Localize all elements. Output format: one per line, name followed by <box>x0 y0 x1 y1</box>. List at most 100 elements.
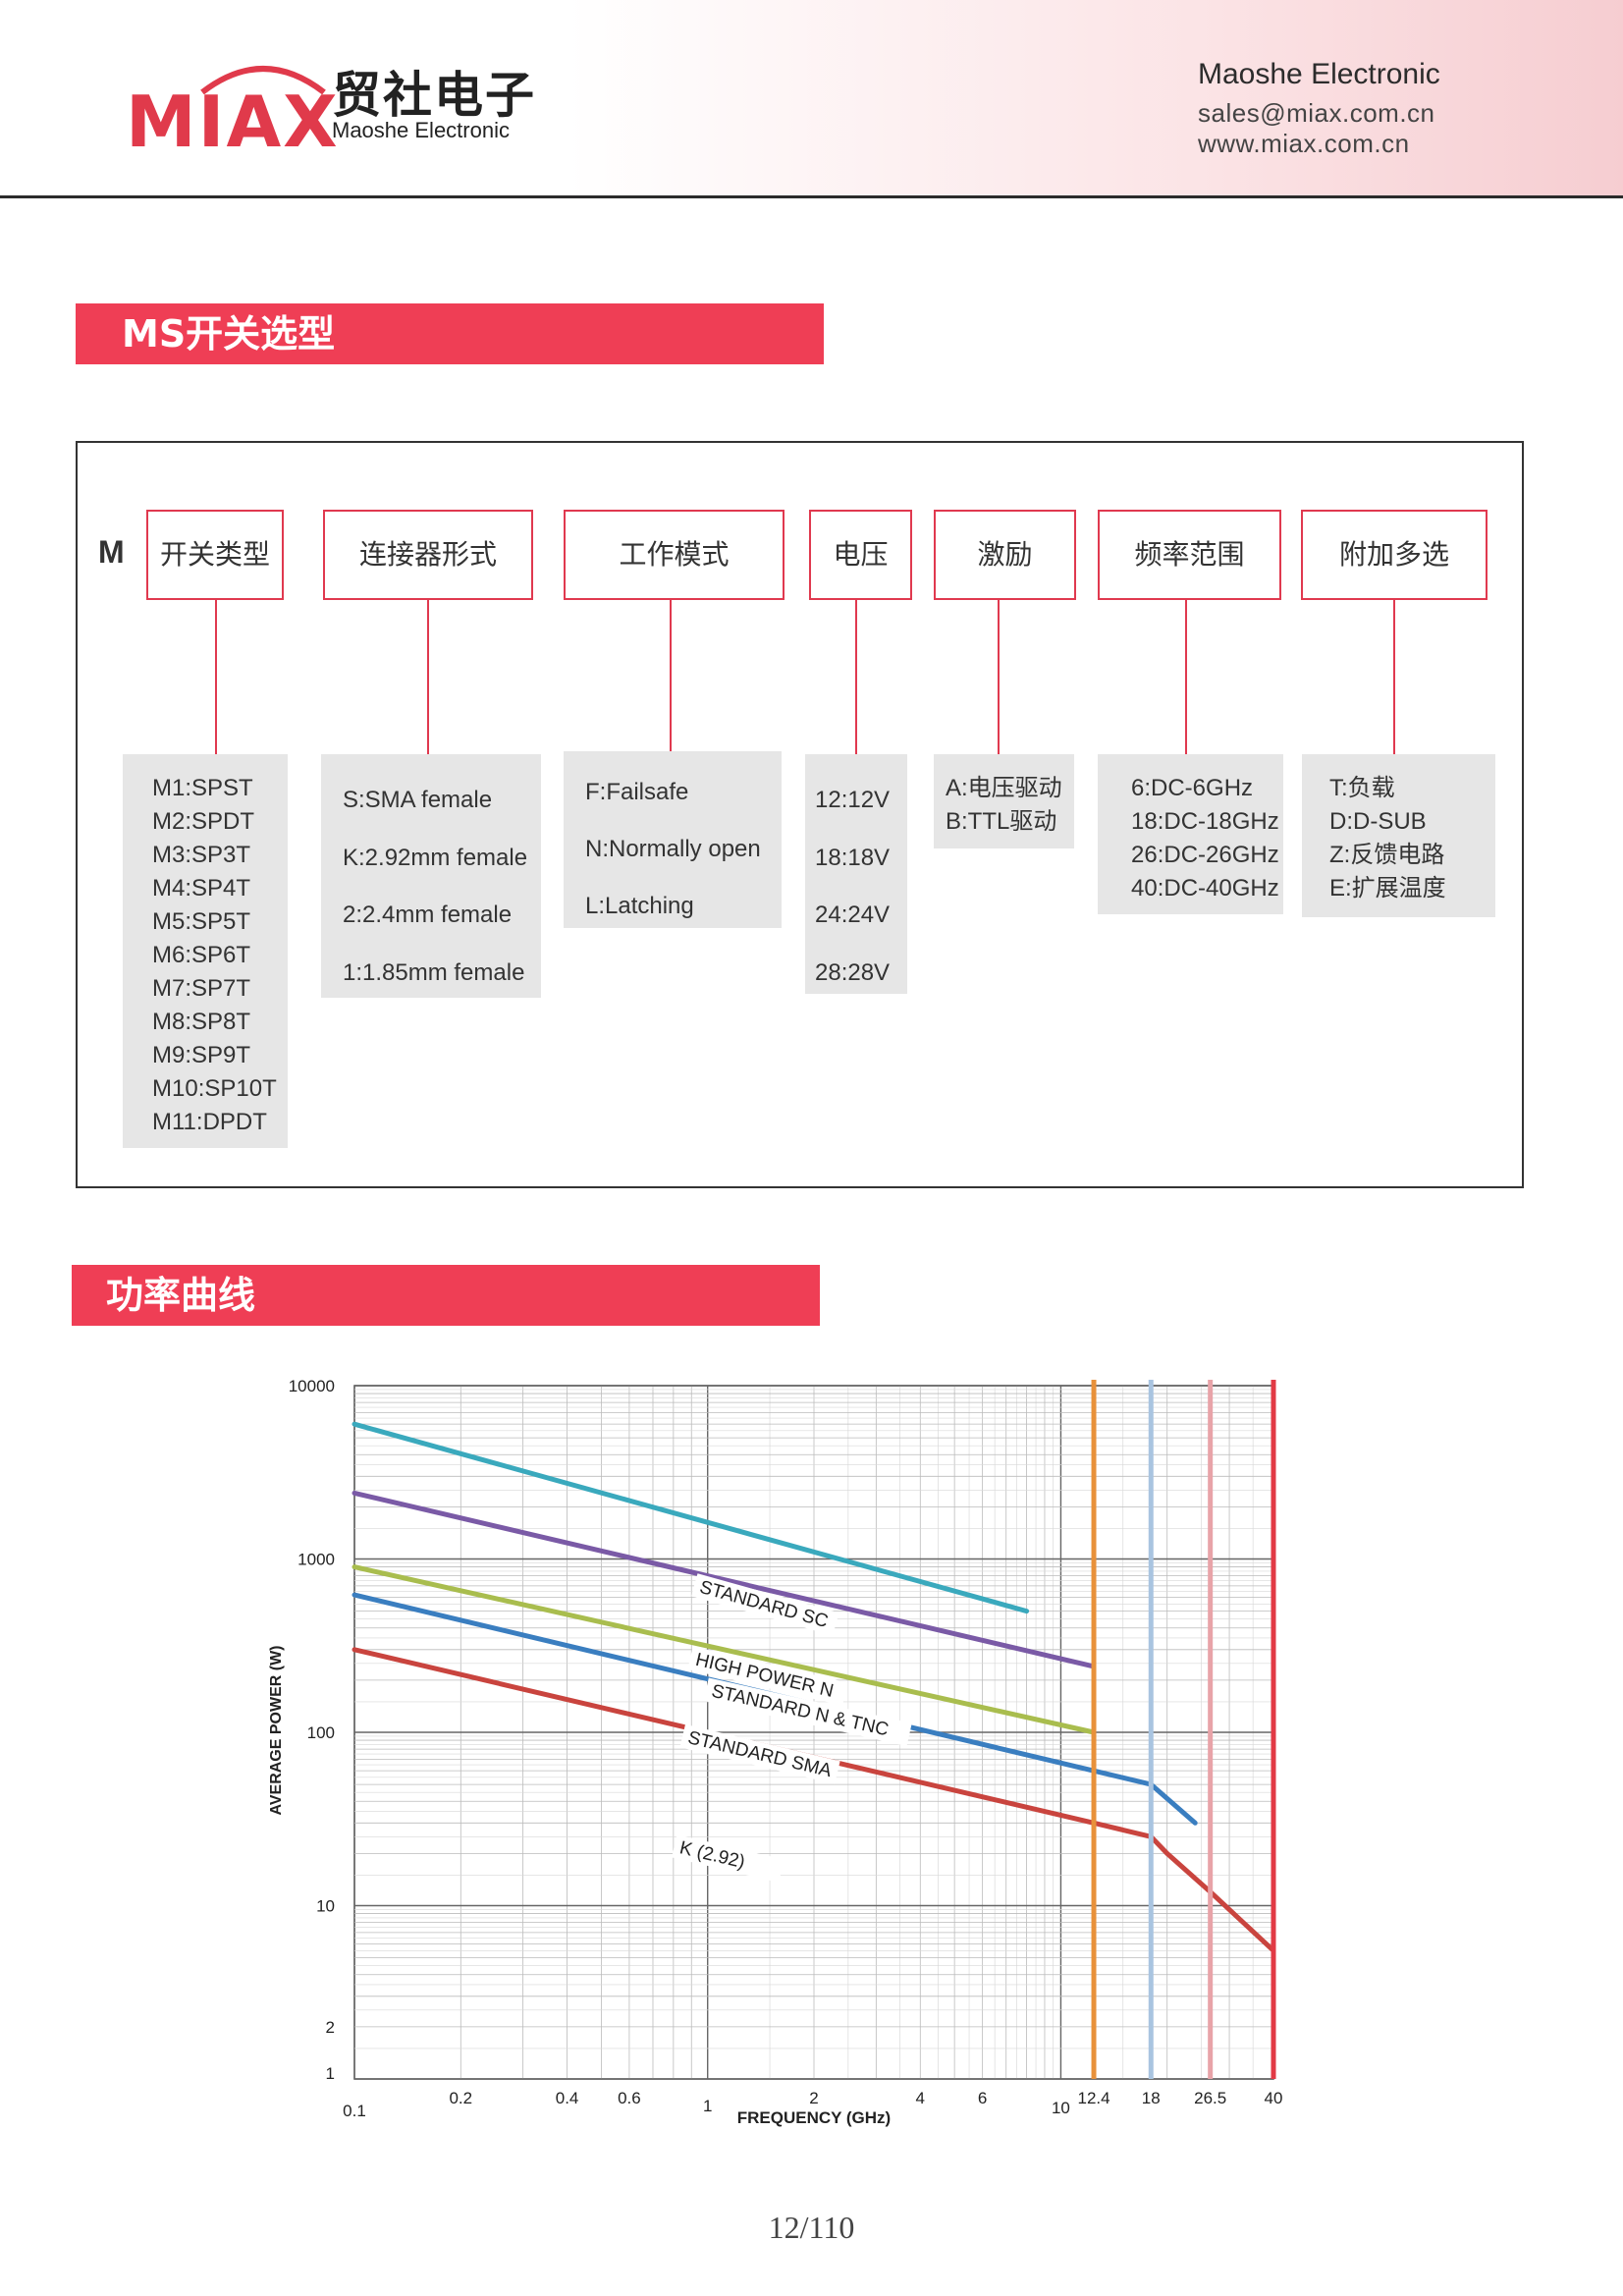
company-name: Maoshe Electronic <box>1198 58 1440 90</box>
x-tick-label: 26.5 <box>1194 2089 1226 2107</box>
option-item: M1:SPST <box>152 775 253 801</box>
annotation-bg <box>679 1723 840 1784</box>
chart-cutoff-lines <box>1091 1380 1276 2079</box>
x-tick-label: 10 <box>1052 2099 1070 2117</box>
logo-chinese-name: 贸社电子 <box>332 67 536 124</box>
option-item: 40:DC-40GHz <box>1131 875 1279 902</box>
section-bar-selection <box>76 303 824 364</box>
chart-y-axis-label: AVERAGE POWER (W) <box>268 1645 285 1815</box>
connector-line <box>215 600 217 754</box>
connector-line <box>427 600 429 754</box>
options-voltage: 12:12V 18:18V 24:24V 28:28V <box>805 754 907 994</box>
logo-arc-icon <box>200 66 326 94</box>
option-item: M2:SPDT <box>152 808 255 835</box>
options-drive: A:电压驱动 B:TTL驱动 <box>934 754 1074 848</box>
x-tick-label: 0.6 <box>618 2089 641 2107</box>
option-item: M10:SP10T <box>152 1075 277 1102</box>
series-line <box>352 1647 1276 1953</box>
series-line <box>352 1564 1097 1735</box>
option-item: D:D-SUB <box>1329 808 1427 835</box>
selection-guide-frame <box>76 441 1524 1188</box>
annotation-bg <box>703 1677 912 1747</box>
y-tick-label: 1000 <box>298 1551 335 1569</box>
y-tick-label: 2 <box>326 2018 335 2037</box>
x-tick-label: 0.1 <box>343 2102 366 2120</box>
logo-wordmark: MIAX <box>126 81 340 163</box>
series-line <box>352 1421 1030 1614</box>
x-tick-label: 40 <box>1265 2089 1283 2107</box>
options-extras: T:负载 D:D-SUB Z:反馈电路 E:扩展温度 <box>1302 754 1495 917</box>
option-item: B:TTL驱动 <box>946 808 1057 835</box>
section-title-power: 功率曲线 <box>106 1274 256 1317</box>
x-tick-label: 0.2 <box>449 2089 472 2107</box>
option-item: E:扩展温度 <box>1329 875 1446 902</box>
connector-line <box>670 600 672 751</box>
option-item: 2:2.4mm female <box>343 902 513 928</box>
model-prefix: M <box>98 534 125 570</box>
x-tick-label: 12.4 <box>1077 2089 1109 2107</box>
x-tick-label: 0.4 <box>556 2089 579 2107</box>
option-item: 12:12V <box>815 787 891 813</box>
series-line <box>352 1490 1097 1669</box>
annotation-bg <box>687 1646 848 1706</box>
option-item: 28:28V <box>815 958 891 986</box>
option-item: F:Failsafe <box>585 779 689 805</box>
options-mode: F:Failsafe N:Normally open L:Latching <box>564 751 782 928</box>
x-tick-label: 4 <box>916 2089 925 2107</box>
option-item: S:SMA female <box>343 787 493 813</box>
option-item: 26:DC-26GHz <box>1131 842 1279 868</box>
connector-line <box>1393 600 1395 754</box>
option-item: N:Normally open <box>585 836 761 862</box>
chart-tick-labels: 0.1 0.2 0.4 0.6 1 2 4 6 10 12.4 18 26.5 40 1 2 10 100 100… <box>289 1377 1283 2120</box>
option-item: 6:DC-6GHz <box>1131 775 1254 801</box>
power-curve-chart: 0.1 0.2 0.4 0.6 1 2 4 6 10 12.4 18 26.5 40 1 2 10 100 100… <box>268 1377 1283 2127</box>
x-tick-label: 2 <box>809 2089 818 2107</box>
y-tick-label: 1 <box>326 2064 335 2083</box>
y-tick-label: 10 <box>316 1897 335 1916</box>
logo-english-name: Maoshe Electronic <box>332 118 510 142</box>
connector-line <box>855 600 857 754</box>
option-item: M4:SP4T <box>152 875 251 902</box>
category-connector: 连接器形式 <box>323 510 533 600</box>
option-item: Z:反馈电路 <box>1329 842 1445 868</box>
options-connector: S:SMA female K:2.92mm female 2:2.4mm fem… <box>321 754 541 998</box>
chart-x-axis-label: FREQUENCY (GHz) <box>737 2108 891 2127</box>
y-tick-label: 10000 <box>289 1377 335 1395</box>
option-item: M9:SP9T <box>152 1042 251 1068</box>
contact-email[interactable]: sales@miax.com.cn <box>1198 98 1435 128</box>
chart-grid <box>353 1385 1274 2080</box>
annotation-bg <box>691 1573 839 1636</box>
section-bar-power <box>72 1265 820 1326</box>
x-tick-label: 6 <box>978 2089 987 2107</box>
company-logo: MIAX 贸社电子 Maoshe Electronic <box>126 55 548 157</box>
option-item: 1:1.85mm female <box>343 958 525 986</box>
category-voltage: 电压 <box>809 510 912 600</box>
category-frequency: 频率范围 <box>1098 510 1281 600</box>
option-item: L:Latching <box>585 893 694 919</box>
category-drive: 激励 <box>934 510 1076 600</box>
header-divider <box>0 195 1623 198</box>
option-item: M5:SP5T <box>152 908 251 935</box>
option-item: 24:24V <box>815 902 891 928</box>
page-number: 12/110 <box>768 2210 855 2245</box>
category-options: 附加多选 <box>1301 510 1488 600</box>
option-item: M11:DPDT <box>152 1109 267 1135</box>
annotation-bg <box>672 1834 784 1883</box>
category-mode: 工作模式 <box>564 510 784 600</box>
option-item: K:2.92mm female <box>343 844 528 871</box>
category-switch-type: 开关类型 <box>146 510 284 600</box>
option-item: M8:SP8T <box>152 1009 251 1035</box>
option-item: 18:18V <box>815 844 891 871</box>
option-item: 18:DC-18GHz <box>1131 808 1279 835</box>
option-item: M3:SP3T <box>152 842 251 868</box>
section-title-selection: MS开关选型 <box>122 312 336 355</box>
option-item: A:电压驱动 <box>946 775 1062 801</box>
option-item: M7:SP7T <box>152 975 251 1002</box>
option-item: M6:SP6T <box>152 942 251 968</box>
x-tick-label: 18 <box>1142 2089 1161 2107</box>
connector-line <box>998 600 1000 754</box>
options-switch-type: M1:SPST M2:SPDT M3:SP3T M4:SP4T M5:SP5T … <box>123 754 288 1148</box>
y-tick-label: 100 <box>307 1723 335 1742</box>
contact-website[interactable]: www.miax.com.cn <box>1198 129 1410 158</box>
page-header <box>0 0 1623 196</box>
